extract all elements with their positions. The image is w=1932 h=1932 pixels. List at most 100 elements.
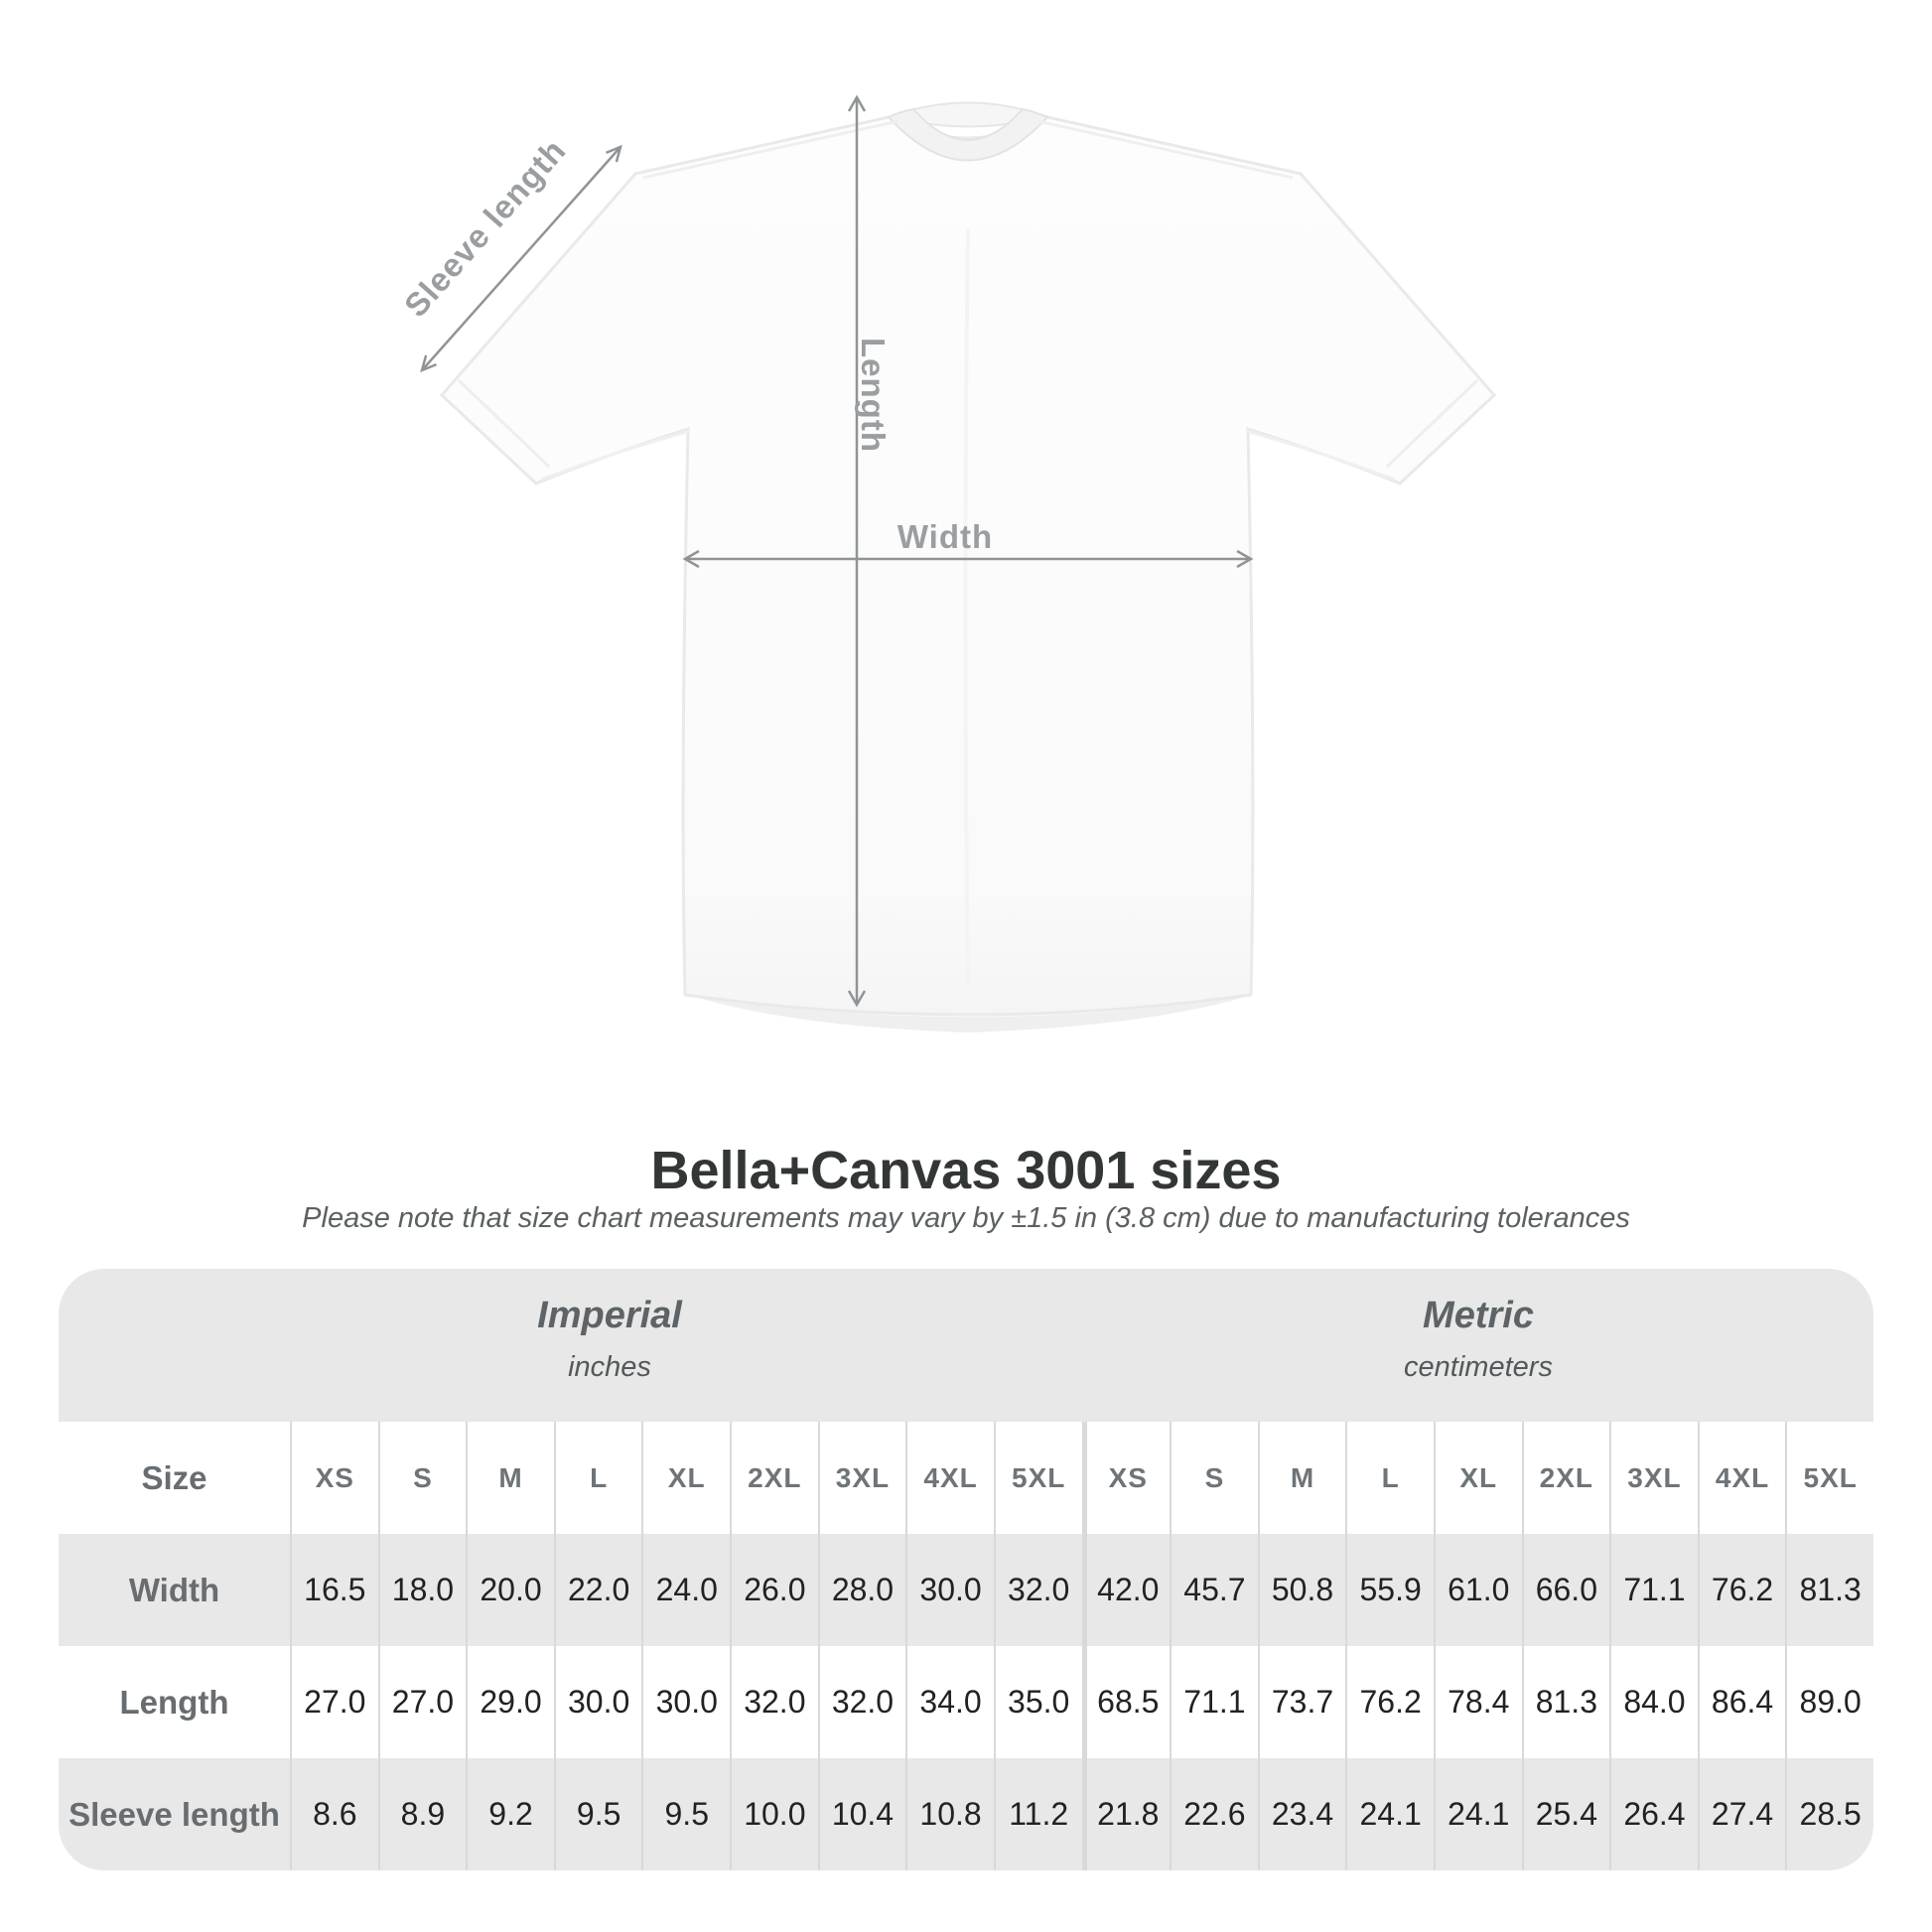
imperial-value: 18.0 (377, 1534, 467, 1646)
metric-value: 28.5 (1785, 1758, 1873, 1870)
unit-group-band: Imperial inches Metric centimeters (59, 1269, 1873, 1422)
size-header-metric: XL (1433, 1422, 1522, 1534)
imperial-value: 34.0 (905, 1646, 994, 1758)
imperial-value: 8.6 (290, 1758, 378, 1870)
imperial-value: 30.0 (905, 1534, 994, 1646)
metric-value: 23.4 (1257, 1758, 1346, 1870)
size-header-imperial: 2XL (730, 1422, 818, 1534)
imperial-value: 9.5 (553, 1758, 642, 1870)
size-table-grid: Size XS S M L XL 2XL 3XL 4XL 5XL XS S M L XL 2XL 3XL 4XL 5… (59, 1422, 1873, 1870)
imperial-group-unit: inches (568, 1351, 651, 1383)
metric-value: 42.0 (1081, 1534, 1171, 1646)
metric-value: 76.2 (1345, 1646, 1434, 1758)
metric-value: 66.0 (1521, 1534, 1610, 1646)
imperial-value: 32.0 (730, 1646, 818, 1758)
metric-value: 45.7 (1170, 1534, 1258, 1646)
metric-value: 24.1 (1433, 1758, 1522, 1870)
row-label: Sleeve length (59, 1758, 290, 1870)
metric-value: 89.0 (1785, 1646, 1873, 1758)
metric-value: 86.4 (1697, 1646, 1786, 1758)
length-label: Length (855, 338, 892, 453)
measurement-arrows (420, 94, 1254, 1008)
metric-value: 71.1 (1170, 1646, 1258, 1758)
imperial-value: 32.0 (817, 1646, 906, 1758)
imperial-value: 20.0 (466, 1534, 554, 1646)
imperial-value: 10.0 (730, 1758, 818, 1870)
imperial-value: 27.0 (290, 1646, 378, 1758)
imperial-value: 28.0 (817, 1534, 906, 1646)
underarm-seam-right (1245, 429, 1396, 482)
metric-value: 55.9 (1345, 1534, 1434, 1646)
size-header-metric: 2XL (1521, 1422, 1610, 1534)
size-header-imperial: 4XL (905, 1422, 994, 1534)
imperial-value: 35.0 (993, 1646, 1082, 1758)
page-title: Bella+Canvas 3001 sizes (650, 1141, 1282, 1200)
metric-group-header: Metric centimeters (1404, 1293, 1553, 1384)
imperial-value: 27.0 (377, 1646, 467, 1758)
metric-value: 68.5 (1081, 1646, 1171, 1758)
imperial-value: 9.5 (641, 1758, 731, 1870)
size-header-metric: M (1257, 1422, 1346, 1534)
size-column-header: Size (59, 1422, 290, 1534)
center-crease (963, 227, 970, 984)
metric-value: 73.7 (1257, 1646, 1346, 1758)
imperial-value: 26.0 (730, 1534, 818, 1646)
metric-value: 21.8 (1081, 1758, 1171, 1870)
size-header-imperial: 3XL (817, 1422, 906, 1534)
imperial-value: 29.0 (466, 1646, 554, 1758)
size-header-metric: 4XL (1697, 1422, 1786, 1534)
size-header-imperial: S (377, 1422, 467, 1534)
size-header-metric: L (1345, 1422, 1434, 1534)
size-header-imperial: L (553, 1422, 642, 1534)
size-header-imperial: M (466, 1422, 554, 1534)
imperial-value: 16.5 (290, 1534, 378, 1646)
metric-value: 71.1 (1609, 1534, 1698, 1646)
length-arrow (847, 94, 867, 1008)
metric-value: 22.6 (1170, 1758, 1258, 1870)
metric-value: 81.3 (1521, 1646, 1610, 1758)
metric-value: 84.0 (1609, 1646, 1698, 1758)
metric-value: 50.8 (1257, 1534, 1346, 1646)
size-table: Imperial inches Metric centimeters Size X… (59, 1269, 1873, 1870)
sleeve-length-arrow (420, 144, 622, 373)
imperial-value: 11.2 (993, 1758, 1082, 1870)
metric-group-name: Metric (1423, 1295, 1534, 1336)
tshirt-shape (439, 101, 1497, 1033)
size-header-metric: S (1170, 1422, 1258, 1534)
imperial-value: 32.0 (993, 1534, 1082, 1646)
page-subtitle: Please note that size chart measurements… (302, 1202, 1630, 1234)
metric-value: 26.4 (1609, 1758, 1698, 1870)
collar-ribbing (887, 107, 1049, 162)
imperial-value: 22.0 (553, 1534, 642, 1646)
row-label: Width (59, 1534, 290, 1646)
shirt-measurement-figure: Sleeve length Length Width (397, 94, 1497, 1033)
imperial-value: 8.9 (377, 1758, 467, 1870)
size-header-imperial: XS (290, 1422, 378, 1534)
imperial-value: 10.4 (817, 1758, 906, 1870)
width-arrow (682, 549, 1254, 569)
size-header-imperial: XL (641, 1422, 731, 1534)
metric-value: 78.4 (1433, 1646, 1522, 1758)
imperial-value: 10.8 (905, 1758, 994, 1870)
size-header-metric: 3XL (1609, 1422, 1698, 1534)
size-header-imperial: 5XL (993, 1422, 1082, 1534)
imperial-value: 30.0 (553, 1646, 642, 1758)
cuff-line-right (1385, 378, 1479, 469)
metric-value: 76.2 (1697, 1534, 1786, 1646)
imperial-group-name: Imperial (537, 1295, 682, 1336)
metric-value: 25.4 (1521, 1758, 1610, 1870)
size-header-metric: XS (1081, 1422, 1171, 1534)
imperial-value: 24.0 (641, 1534, 731, 1646)
imperial-value: 9.2 (466, 1758, 554, 1870)
shoulder-seam-right (1036, 119, 1294, 180)
metric-group-unit: centimeters (1404, 1351, 1553, 1383)
underarm-seam-left (540, 429, 691, 482)
cuff-line-left (457, 378, 551, 469)
hem-shadow (695, 997, 1246, 1033)
row-label: Length (59, 1646, 290, 1758)
width-label: Width (897, 518, 993, 555)
shirt-illustration: Sleeve length Length Width (397, 94, 1497, 1033)
metric-value: 81.3 (1785, 1534, 1873, 1646)
metric-value: 24.1 (1345, 1758, 1434, 1870)
imperial-value: 30.0 (641, 1646, 731, 1758)
